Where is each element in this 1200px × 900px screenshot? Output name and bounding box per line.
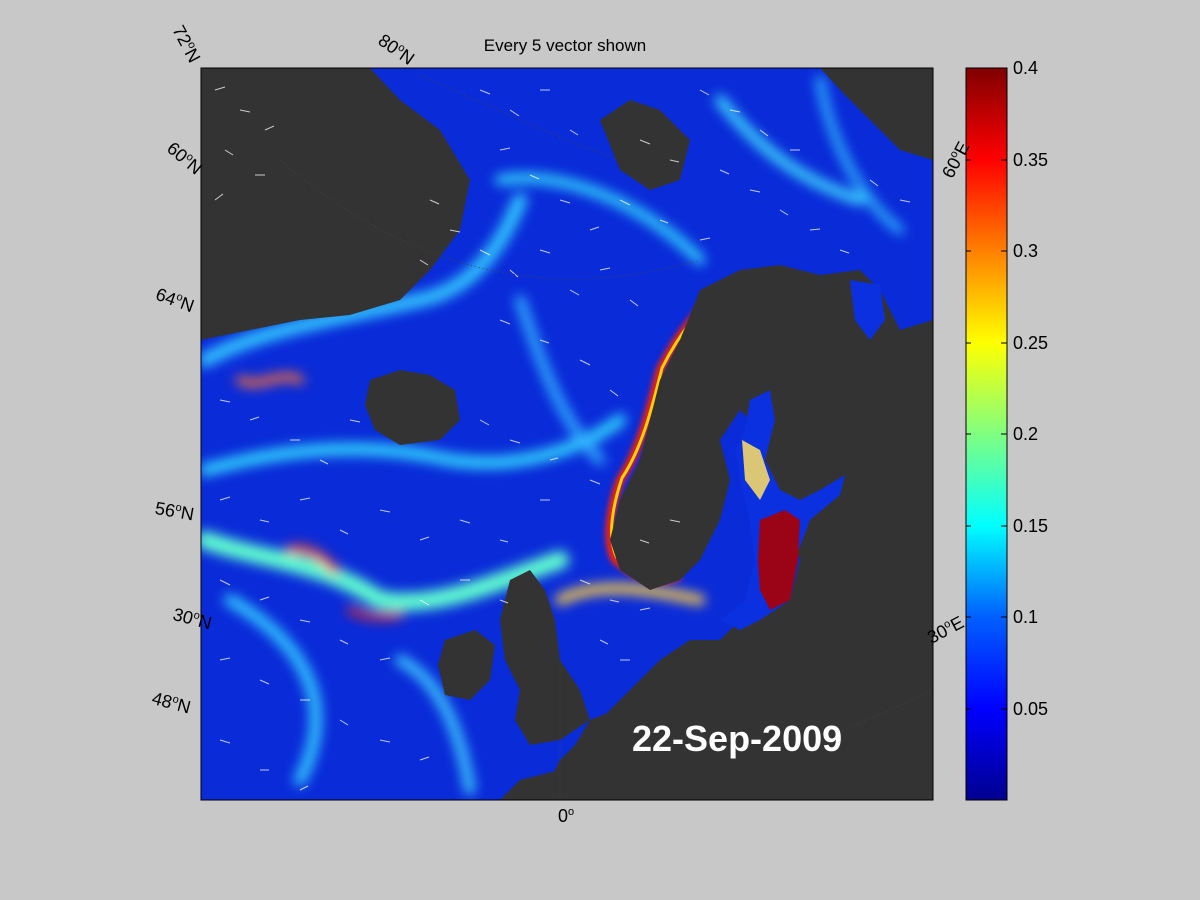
colorbar-tick-label: 0.35	[1013, 150, 1049, 170]
colorbar-tick-marks	[966, 67, 1007, 710]
colorbar-tick-label: 0.1	[1013, 607, 1039, 627]
baltic-high-current	[758, 510, 800, 610]
land-iceland	[365, 370, 460, 445]
colorbar	[965, 67, 1008, 801]
colorbar-tick-label: 0.25	[1013, 333, 1049, 353]
colorbar-tick-label: 0.3	[1013, 241, 1039, 261]
map-title: Every 5 vector shown	[483, 36, 647, 55]
colorbar-tick-label: 0.4	[1013, 58, 1039, 78]
land-great-britain	[500, 570, 590, 745]
land-europe	[500, 600, 933, 800]
land-svalbard	[600, 100, 690, 190]
colorbar-tick-label: 0.05	[1013, 699, 1049, 719]
date-label: 22-Sep-2009	[632, 718, 843, 759]
colorbar-tick-label: 0.15	[1013, 516, 1049, 536]
lon-label-0: 0o	[558, 806, 575, 826]
vector-field	[214, 86, 911, 791]
graticule	[279, 74, 933, 800]
colorbar-tick-label: 0.2	[1013, 424, 1039, 444]
current-speed-field	[201, 76, 904, 795]
map-frame	[200, 67, 934, 801]
land-greenland	[201, 68, 470, 340]
land-ireland	[438, 630, 495, 700]
land-arctic	[820, 68, 933, 160]
